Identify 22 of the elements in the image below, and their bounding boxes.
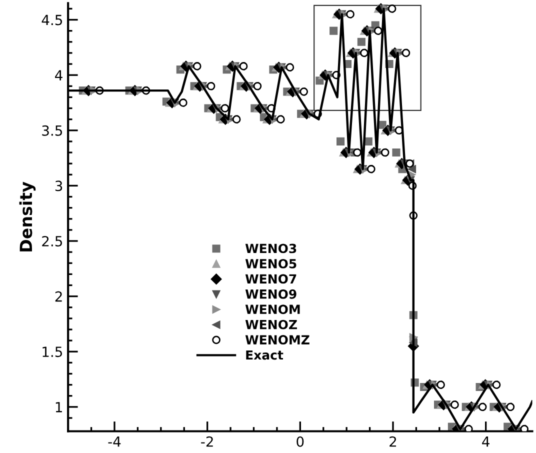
x-tick-label: -4 bbox=[108, 436, 121, 447]
legend-label: WENOMZ bbox=[245, 335, 310, 345]
y-tick-label: 2 bbox=[55, 291, 62, 302]
y-tick-label: 1.5 bbox=[42, 346, 62, 358]
legend-label: WENOZ bbox=[245, 320, 297, 330]
y-axis-title: Density bbox=[19, 182, 36, 252]
y-tick-label: 2.5 bbox=[42, 236, 62, 246]
legend-label: WENO5 bbox=[245, 258, 296, 268]
y-tick-label: 4 bbox=[55, 70, 62, 80]
legend-label: WENO9 bbox=[245, 289, 296, 299]
y-tick-label: 3 bbox=[55, 180, 62, 192]
x-tick-label: 4 bbox=[482, 436, 490, 447]
y-tick-label: 4.5 bbox=[42, 14, 62, 26]
legend-label: WENO7 bbox=[245, 274, 296, 284]
x-tick-label: 0 bbox=[296, 436, 304, 447]
y-tick-label: 1 bbox=[56, 402, 62, 412]
y-tick-label: 3.5 bbox=[42, 125, 62, 136]
legend-label: WENOM bbox=[245, 304, 300, 314]
x-tick-label: -2 bbox=[201, 436, 213, 447]
legend-label: WENO3 bbox=[245, 244, 296, 254]
x-tick-label: 2 bbox=[390, 436, 396, 447]
legend-label: Exact bbox=[246, 350, 284, 360]
